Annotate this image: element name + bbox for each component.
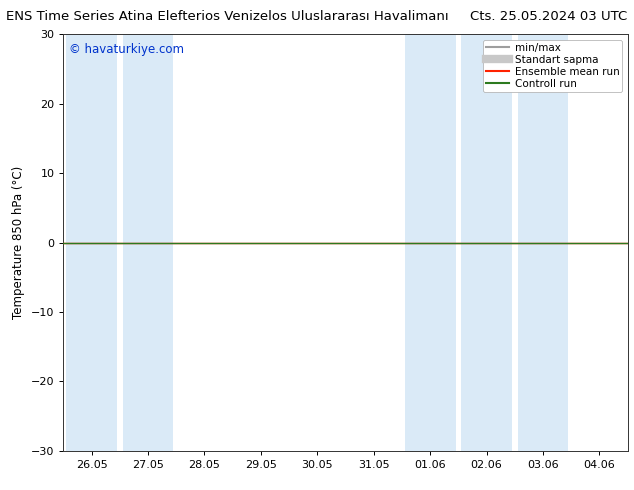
Bar	[461, 34, 512, 451]
Bar	[517, 34, 569, 451]
Y-axis label: Temperature 850 hPa (°C): Temperature 850 hPa (°C)	[12, 166, 25, 319]
Bar	[404, 34, 456, 451]
Bar	[122, 34, 174, 451]
Bar	[66, 34, 117, 451]
Text: ENS Time Series Atina Elefterios Venizelos Uluslararası Havalimanı: ENS Time Series Atina Elefterios Venizel…	[6, 10, 449, 23]
Legend: min/max, Standart sapma, Ensemble mean run, Controll run: min/max, Standart sapma, Ensemble mean r…	[483, 40, 623, 92]
Text: Cts. 25.05.2024 03 UTC: Cts. 25.05.2024 03 UTC	[470, 10, 628, 23]
Text: © havaturkiye.com: © havaturkiye.com	[69, 43, 184, 56]
